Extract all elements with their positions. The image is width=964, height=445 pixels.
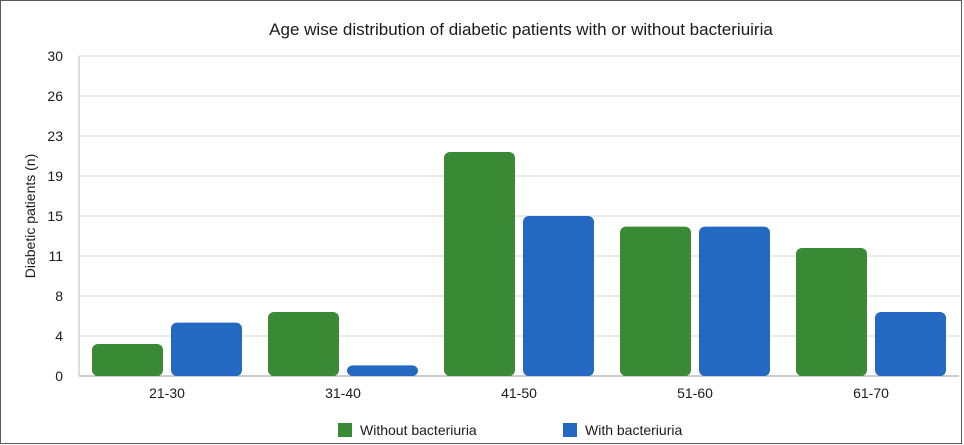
bar-without-bacteriuria-51-60: [620, 226, 691, 376]
y-tick-labels: 0 4 8 11 15 19 23 26 30: [47, 48, 63, 384]
bar-without-bacteriuria-21-30: [92, 344, 163, 376]
y-tick-label: 8: [55, 288, 63, 304]
x-tick-label: 31-40: [325, 385, 361, 401]
bar-without-bacteriuria-41-50: [444, 152, 515, 376]
bar-with-bacteriuria-51-60: [699, 226, 770, 376]
y-tick-label: 23: [47, 128, 63, 144]
bar-with-bacteriuria-21-30: [171, 322, 242, 376]
legend-swatch: [338, 423, 352, 437]
bar-with-bacteriuria-31-40: [347, 365, 418, 376]
y-tick-label: 19: [47, 168, 63, 184]
bar-without-bacteriuria-31-40: [268, 312, 339, 376]
bars: [92, 152, 946, 376]
legend-swatch: [563, 423, 577, 437]
y-tick-label: 4: [55, 328, 63, 344]
bar-with-bacteriuria-61-70: [875, 312, 946, 376]
x-tick-labels: 21-30 31-40 41-50 51-60 61-70: [149, 385, 889, 401]
y-tick-label: 26: [47, 88, 63, 104]
x-tick-label: 51-60: [677, 385, 713, 401]
legend-label: Without bacteriuria: [360, 422, 477, 438]
y-tick-label: 11: [48, 248, 63, 264]
y-tick-label: 15: [47, 208, 63, 224]
x-tick-label: 21-30: [149, 385, 185, 401]
x-tick-label: 41-50: [501, 385, 537, 401]
y-tick-label: 30: [47, 48, 63, 64]
y-axis-label: Diabetic patients (n): [22, 154, 38, 279]
bar-without-bacteriuria-61-70: [796, 248, 867, 376]
chart-title: Age wise distribution of diabetic patien…: [269, 20, 773, 39]
legend: Without bacteriuria With bacteriuria: [338, 422, 682, 438]
legend-label: With bacteriuria: [585, 422, 682, 438]
bar-with-bacteriuria-41-50: [523, 216, 594, 376]
y-tick-label: 0: [55, 368, 63, 384]
x-tick-label: 61-70: [853, 385, 889, 401]
